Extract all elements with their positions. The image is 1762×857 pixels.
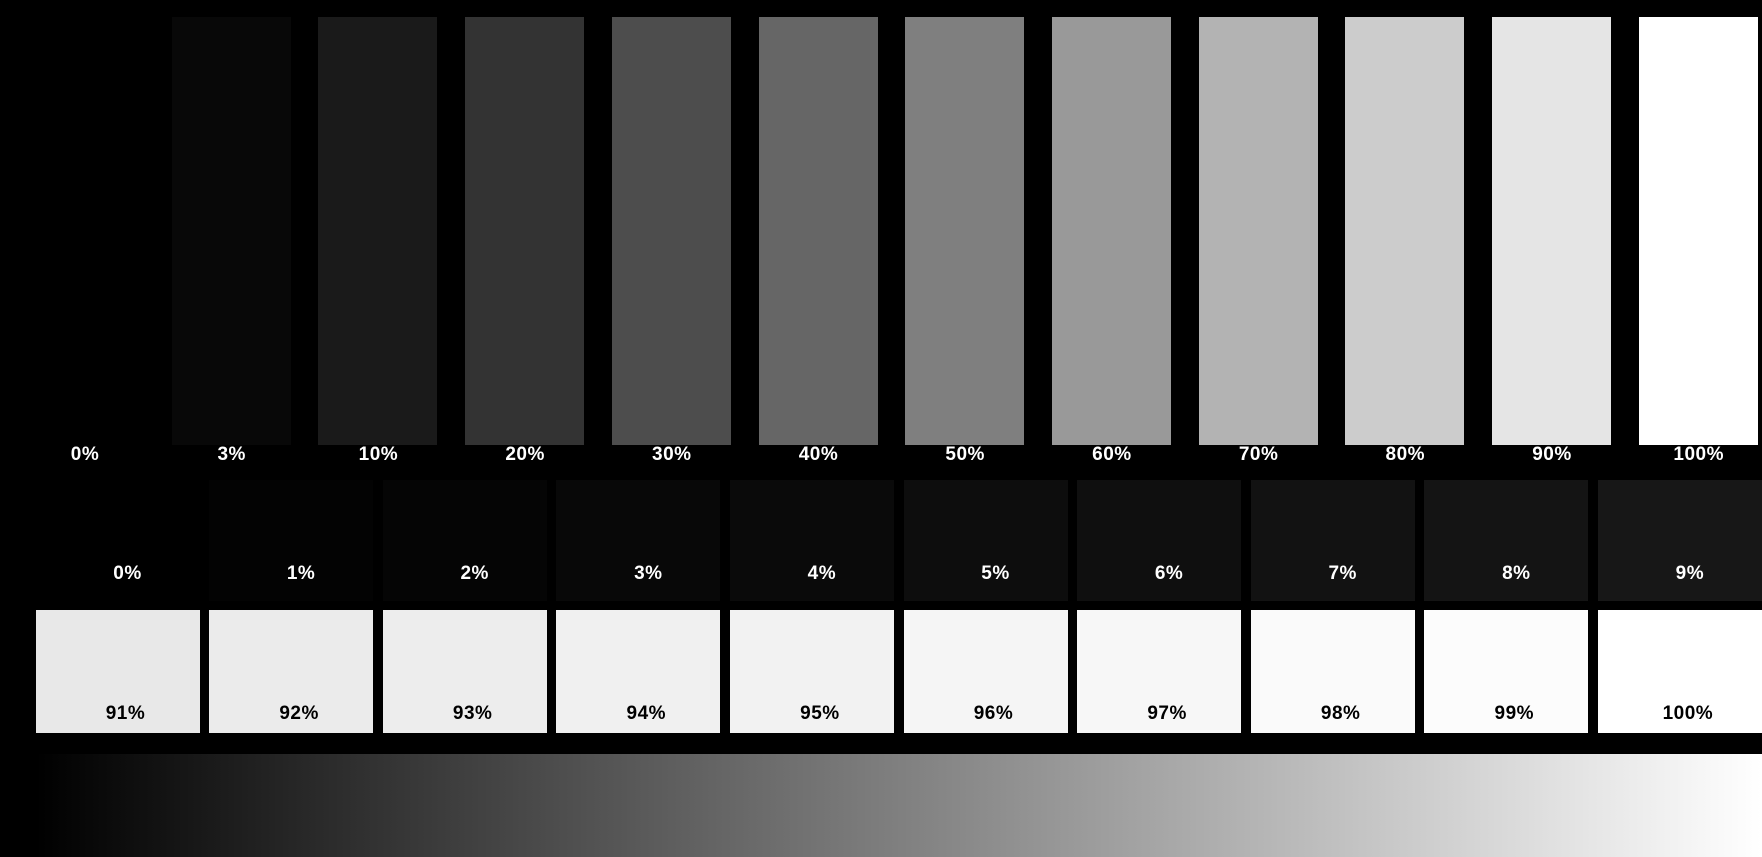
- grayscale-bar: [905, 17, 1025, 445]
- light-tile: [1077, 610, 1242, 733]
- dark-tile-label: 3%: [634, 563, 663, 584]
- grayscale-bar: [1638, 17, 1758, 445]
- light-tile-label: 99%: [1494, 703, 1535, 724]
- bar-label: 100%: [1673, 444, 1724, 465]
- bar-label: 90%: [1532, 444, 1572, 465]
- grayscale-bar: [1198, 17, 1318, 445]
- light-tile-label: 92%: [279, 703, 319, 724]
- bar-label: 50%: [945, 444, 985, 465]
- light-tile: [1597, 610, 1762, 733]
- dark-tile: [35, 480, 200, 601]
- grayscale-gradient-ramp: [35, 754, 1762, 857]
- bar-label: 60%: [1092, 444, 1132, 465]
- grayscale-bar: [1051, 17, 1171, 445]
- dark-tile: [382, 480, 547, 601]
- grayscale-bar: [318, 17, 438, 445]
- dark-tile: [1077, 480, 1242, 601]
- light-tile: [903, 610, 1068, 733]
- light-tile: [1250, 610, 1415, 733]
- grayscale-bar: [611, 17, 731, 445]
- grayscale-bar: [465, 17, 585, 445]
- light-tile-label: 97%: [1147, 703, 1187, 724]
- dark-tile-label: 7%: [1328, 563, 1357, 584]
- dark-tile-label: 4%: [807, 563, 837, 584]
- bar-label: 40%: [798, 444, 839, 465]
- dark-tile-label: 5%: [981, 563, 1010, 584]
- light-tile-label: 98%: [1320, 703, 1361, 724]
- bar-label: 80%: [1385, 444, 1426, 465]
- dark-tile: [1250, 480, 1415, 601]
- bar-label: 0%: [70, 444, 100, 465]
- light-tile-label: 100%: [1662, 703, 1714, 724]
- dark-tile-label: 0%: [113, 563, 142, 584]
- bar-label: 20%: [505, 444, 545, 465]
- bar-label: 70%: [1238, 444, 1279, 465]
- bar-label: 30%: [652, 444, 692, 465]
- dark-tile: [1424, 480, 1589, 601]
- dark-tile: [209, 480, 374, 601]
- dark-tile-label: 9%: [1675, 563, 1705, 584]
- light-tile: [556, 610, 721, 733]
- light-tile: [729, 610, 894, 733]
- light-tile: [209, 610, 374, 733]
- light-tile-label: 91%: [105, 703, 146, 724]
- light-tile-label: 95%: [800, 703, 840, 724]
- dark-tile-label: 1%: [286, 563, 316, 584]
- light-tile-label: 93%: [452, 703, 493, 724]
- dark-tile: [903, 480, 1068, 601]
- light-tile: [1424, 610, 1589, 733]
- light-tile-label: 94%: [626, 703, 667, 724]
- dark-tile-label: 6%: [1154, 563, 1184, 584]
- dark-tile: [556, 480, 721, 601]
- light-tile: [382, 610, 547, 733]
- bar-label: 10%: [358, 444, 399, 465]
- dark-tile-label: 2%: [460, 563, 489, 584]
- light-tile: [35, 610, 200, 733]
- dark-tile: [1597, 480, 1762, 601]
- light-tile-label: 96%: [973, 703, 1014, 724]
- grayscale-bar: [1345, 17, 1465, 445]
- grayscale-bar: [25, 17, 144, 445]
- dark-tile-label: 8%: [1502, 563, 1531, 584]
- grayscale-bar: [1492, 17, 1611, 445]
- dark-tile: [729, 480, 894, 601]
- grayscale-bar: [171, 17, 291, 445]
- bar-label: 3%: [217, 444, 246, 465]
- grayscale-bar: [758, 17, 878, 445]
